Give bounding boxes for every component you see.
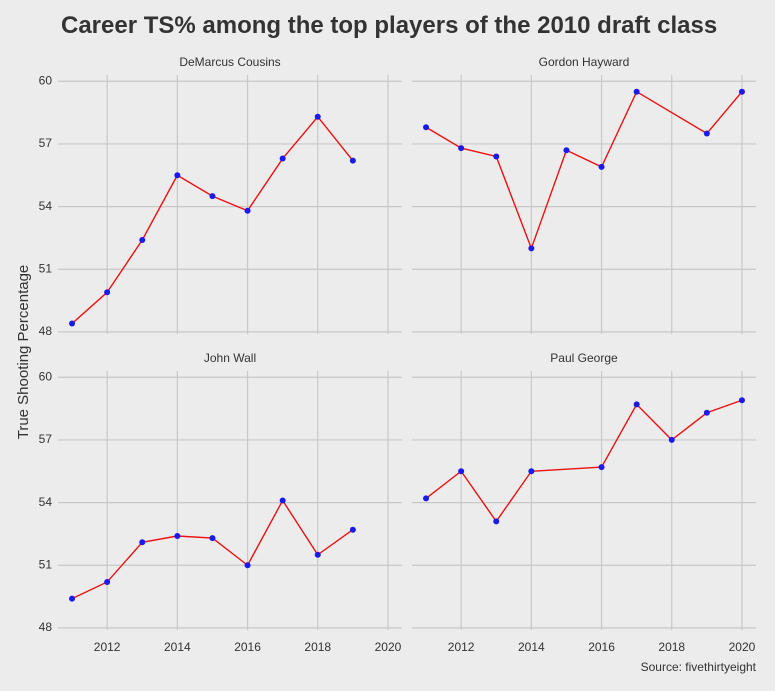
data-point	[209, 193, 216, 200]
data-point	[279, 155, 286, 162]
data-point	[244, 207, 251, 214]
x-tick-label: 2014	[164, 640, 191, 654]
y-axis-label: True Shooting Percentage	[15, 265, 32, 440]
data-point	[458, 468, 465, 475]
data-point	[598, 163, 605, 170]
x-tick-label: 2018	[304, 640, 331, 654]
panel-title-paul-george: Paul George	[550, 351, 618, 365]
series-line-demarcus-cousins	[71, 115, 354, 325]
data-point	[349, 526, 356, 533]
x-tick-label: 2020	[729, 640, 756, 654]
data-point	[738, 88, 745, 95]
x-tick-label: 2012	[94, 640, 121, 654]
data-point	[633, 88, 640, 95]
source-caption: Source: fivethirtyeight	[641, 660, 757, 674]
y-tick-label: 51	[39, 261, 53, 275]
series-line-gordon-hayward	[425, 90, 743, 251]
x-tick-label: 2012	[448, 640, 475, 654]
data-point	[668, 436, 675, 443]
data-point	[314, 551, 321, 558]
data-point	[279, 497, 286, 504]
panel-title-demarcus-cousins: DeMarcus Cousins	[179, 55, 280, 69]
y-tick-label: 57	[39, 432, 53, 446]
chart-title: Career TS% among the top players of the …	[61, 12, 718, 39]
data-point	[104, 578, 111, 585]
data-point	[703, 409, 710, 416]
data-point	[174, 533, 181, 540]
x-tick-label: 2014	[518, 640, 545, 654]
panel-title-john-wall: John Wall	[204, 351, 256, 365]
data-point	[633, 401, 640, 408]
data-point	[563, 147, 570, 154]
data-point	[703, 130, 710, 137]
y-tick-label: 51	[39, 557, 53, 571]
y-tick-label: 60	[39, 73, 53, 87]
data-point	[174, 172, 181, 179]
data-point	[528, 468, 535, 475]
data-point	[139, 539, 146, 546]
data-point	[738, 397, 745, 404]
y-tick-label: 54	[39, 199, 53, 213]
data-point	[423, 495, 430, 502]
x-tick-label: 2016	[234, 640, 261, 654]
data-point	[458, 145, 465, 152]
y-tick-label: 57	[39, 136, 53, 150]
x-tick-label: 2020	[375, 640, 402, 654]
y-tick-label: 48	[39, 324, 53, 338]
data-point	[139, 237, 146, 244]
data-point	[69, 320, 76, 327]
series-line-paul-george	[425, 399, 743, 523]
y-tick-label: 54	[39, 495, 53, 509]
data-point	[244, 562, 251, 569]
y-tick-label: 60	[39, 369, 53, 383]
data-point	[598, 464, 605, 471]
data-point	[493, 153, 500, 160]
series-line-john-wall	[71, 499, 354, 600]
y-tick-label: 48	[39, 620, 53, 634]
data-point	[423, 124, 430, 131]
x-tick-label: 2018	[658, 640, 685, 654]
x-tick-label: 2016	[588, 640, 615, 654]
data-point	[314, 113, 321, 120]
panel-title-gordon-hayward: Gordon Hayward	[539, 55, 630, 69]
data-point	[209, 535, 216, 542]
data-point	[69, 595, 76, 602]
data-point	[528, 245, 535, 252]
data-point	[493, 518, 500, 525]
data-point	[349, 157, 356, 164]
data-point	[104, 289, 111, 296]
